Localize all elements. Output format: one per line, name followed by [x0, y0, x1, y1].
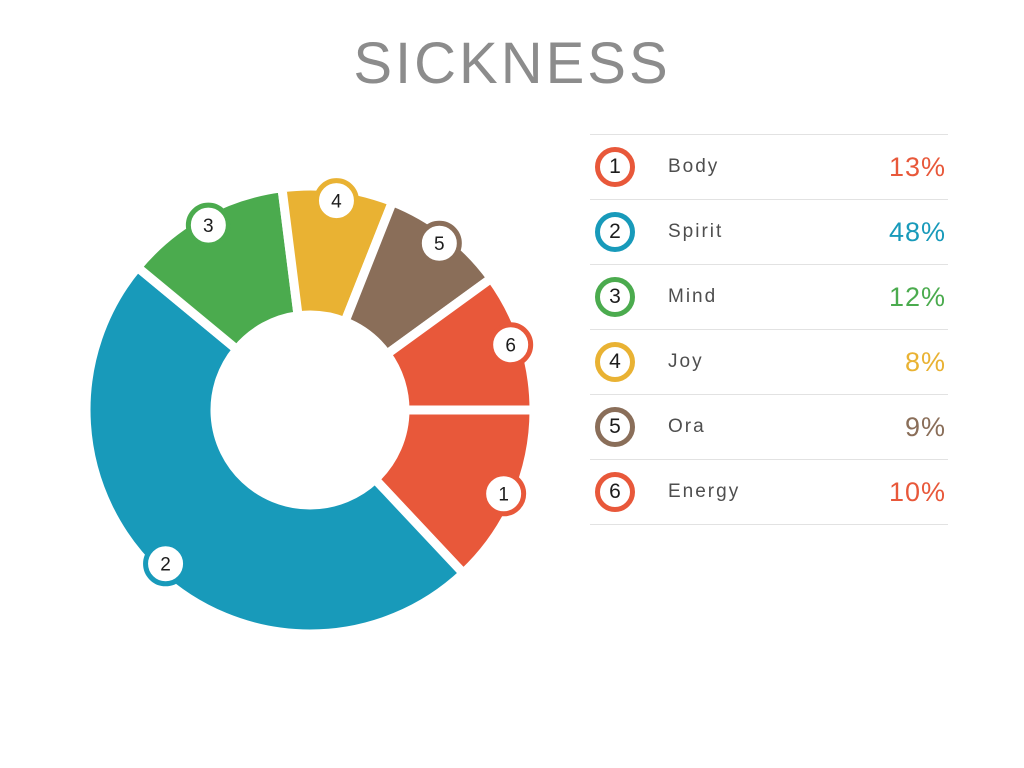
donut-segment-2	[81, 260, 470, 639]
legend-label: Energy	[668, 481, 741, 502]
segment-badge-5	[416, 220, 462, 266]
donut-segment-6	[380, 272, 539, 415]
legend: 1 Body 13% 2 Spirit 48% 3 Mind 12% 4 Joy…	[590, 134, 948, 525]
legend-row: 2 Spirit 48%	[590, 200, 948, 265]
segment-badge-number-3: 3	[203, 216, 214, 237]
donut-segment-3	[131, 182, 304, 356]
legend-number-badge: 4	[595, 342, 635, 382]
legend-label: Ora	[668, 416, 706, 437]
legend-label: Spirit	[668, 221, 724, 242]
legend-value: 12%	[888, 281, 946, 312]
segment-badge-number-2: 2	[160, 554, 171, 575]
legend-row: 4 Joy 8%	[590, 330, 948, 395]
legend-row: 5 Ora 9%	[590, 395, 948, 460]
segment-badge-number-6: 6	[505, 335, 516, 356]
donut-chart: 1 2 3 4 5 6	[81, 178, 539, 639]
legend-label: Joy	[668, 351, 704, 372]
segment-badge-4	[313, 178, 359, 224]
legend-number-badge: 3	[595, 277, 635, 317]
segment-badge-number-5: 5	[434, 234, 445, 255]
legend-value: 8%	[904, 346, 946, 377]
page-title: SICKNESS	[353, 31, 671, 96]
segment-badge-1	[481, 471, 527, 517]
legend-label: Mind	[668, 286, 718, 307]
legend-row: 1 Body 13%	[590, 135, 948, 200]
legend-row: 6 Energy 10%	[590, 460, 948, 525]
legend-number-badge: 5	[595, 407, 635, 447]
legend-value: 10%	[888, 476, 946, 507]
legend-number-badge: 6	[595, 472, 635, 512]
donut-segment-1	[368, 405, 539, 580]
legend-label: Body	[668, 156, 720, 177]
segment-badge-number-1: 1	[498, 484, 509, 505]
donut-chart-area: 1 2 3 4 5 6	[70, 170, 550, 650]
segment-badge-number-4: 4	[331, 191, 342, 212]
segment-badge-3	[185, 202, 231, 248]
segment-badge-6	[488, 322, 534, 368]
legend-number-badge: 1	[595, 147, 635, 187]
segment-badge-2	[143, 541, 189, 587]
legend-value: 13%	[888, 151, 946, 182]
legend-value: 48%	[888, 216, 946, 247]
legend-value: 9%	[904, 411, 946, 442]
legend-number-badge: 2	[595, 212, 635, 252]
legend-row: 3 Mind 12%	[590, 265, 948, 330]
